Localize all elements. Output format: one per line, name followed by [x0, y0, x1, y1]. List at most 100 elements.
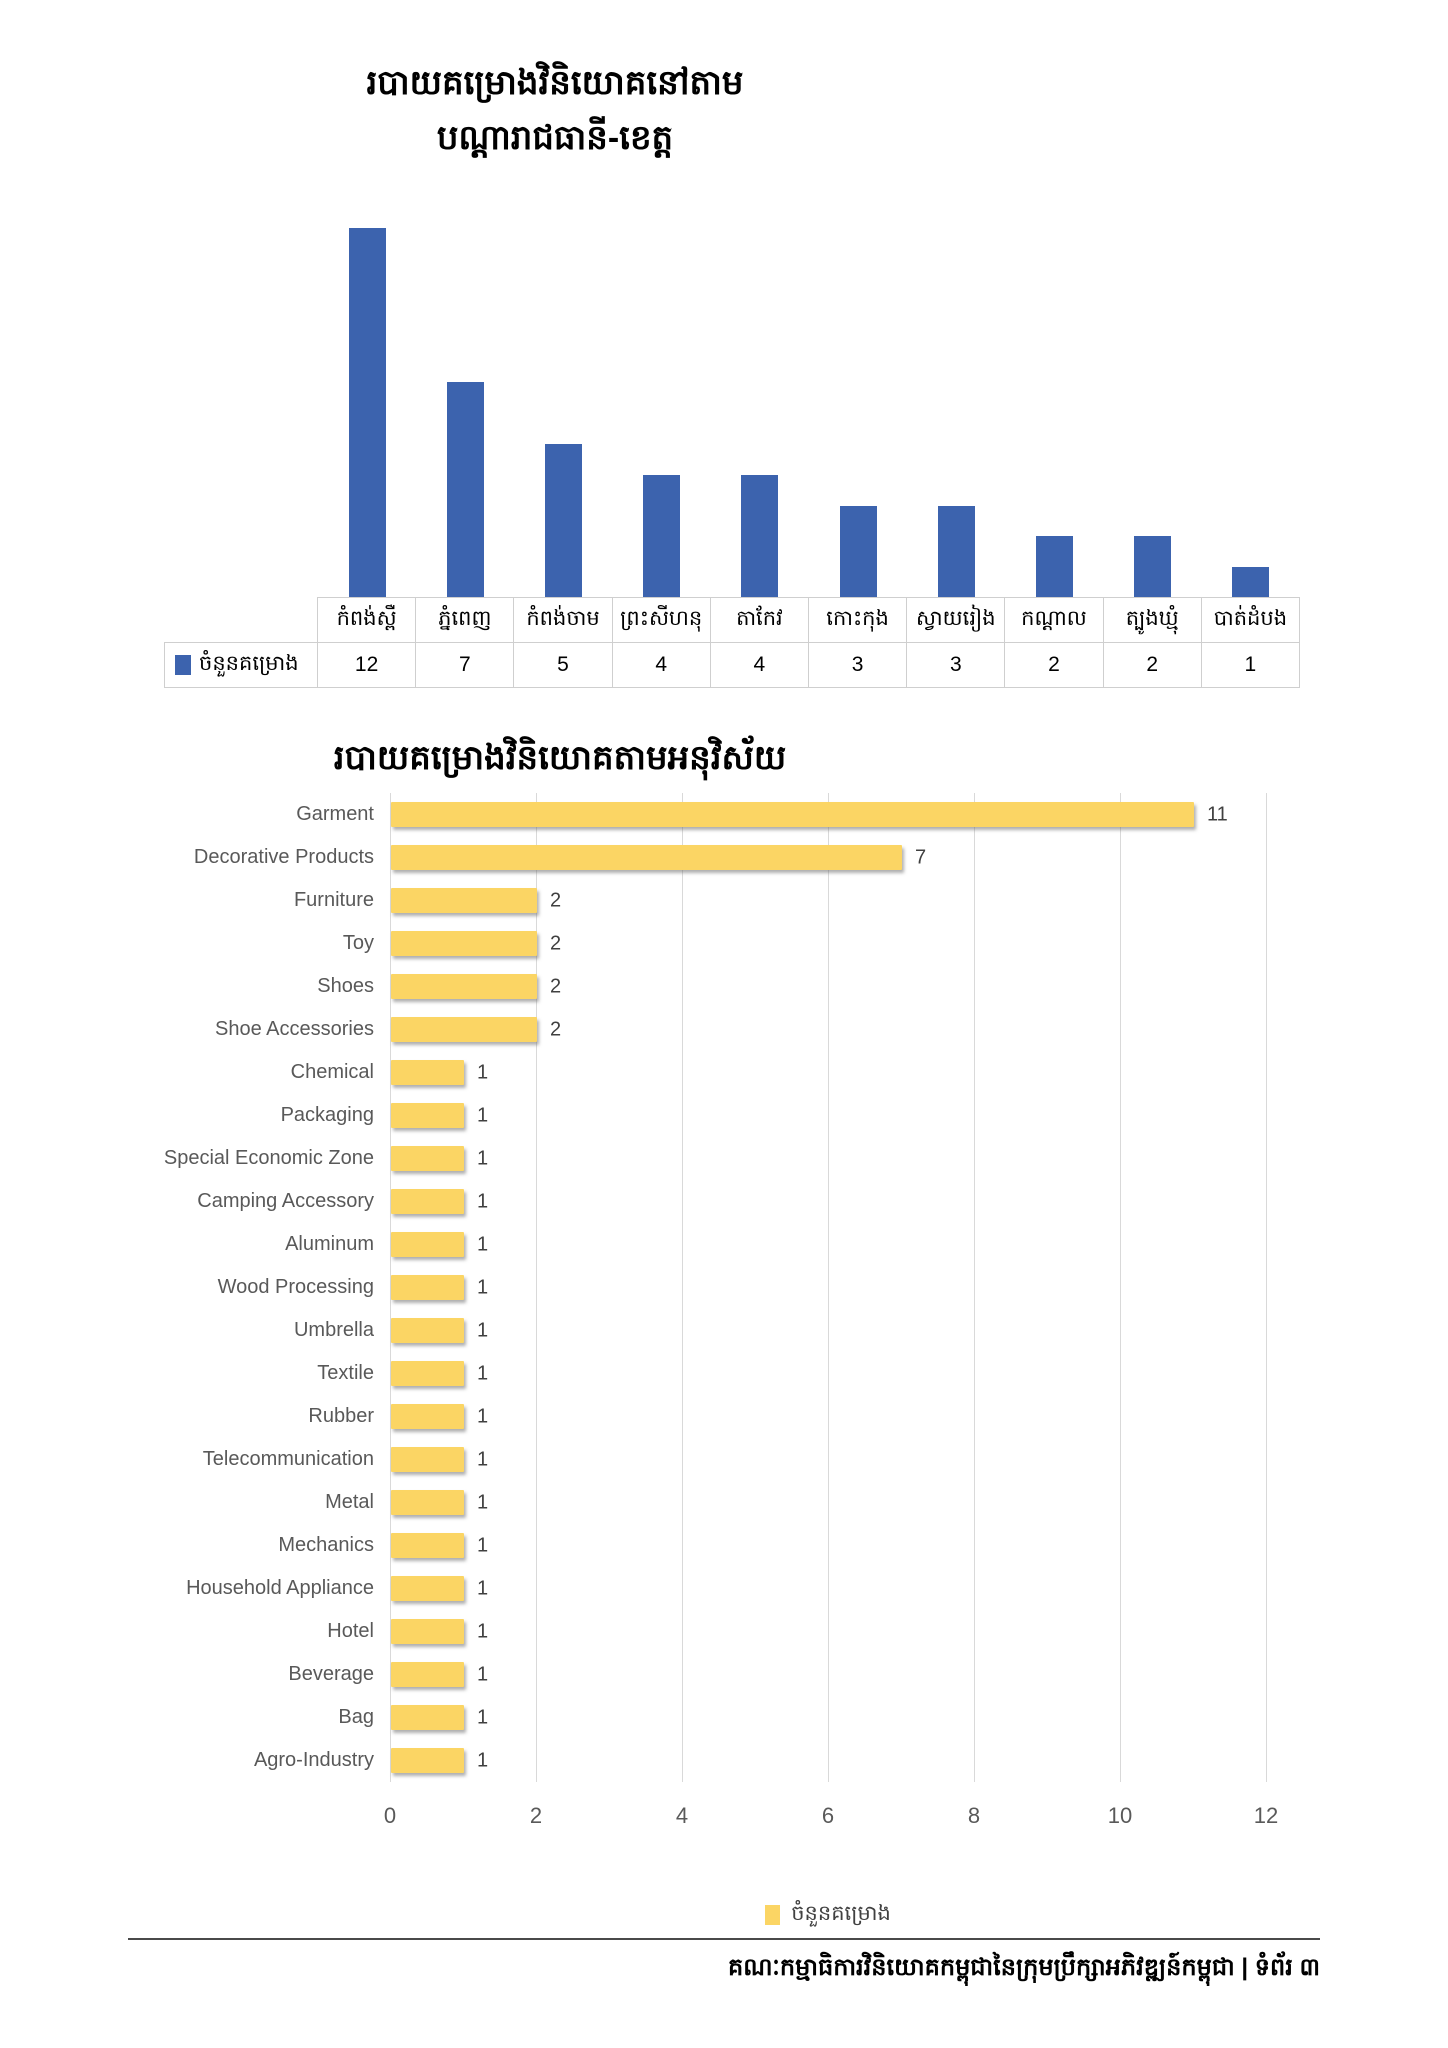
data-label-furniture: 2	[550, 889, 562, 911]
subsector-bar-hotel	[391, 1619, 464, 1644]
footer-text: គណៈកម្មាធិការវិនិយោគកម្ពុជានៃក្រុមប្រឹក្…	[728, 1954, 1320, 1981]
bar-slot	[809, 228, 907, 598]
subsector-row-metal: Metal 1	[130, 1481, 1390, 1524]
province-chart-title-line1: របាយគម្រោងវិនិយោគនៅតាម	[366, 64, 744, 102]
bar-track: 11	[390, 793, 1390, 836]
category-label-mechanics: Mechanics	[278, 1534, 374, 1556]
legend-color-swatch	[175, 655, 191, 675]
gridline-4	[682, 793, 683, 1782]
data-label-chemical: 1	[477, 1061, 489, 1083]
subsector-row-toy: Toy 2	[130, 922, 1390, 965]
data-label-household-appliance: 1	[477, 1577, 489, 1599]
bar-track: 1	[390, 1567, 1390, 1610]
subsector-bar-agro-industry	[391, 1748, 464, 1773]
category-label-household-appliance: Household Appliance	[186, 1577, 374, 1599]
bar-slot	[1005, 228, 1103, 598]
x-axis-tick-6: 6	[821, 1803, 835, 1828]
data-label-toy: 2	[550, 932, 562, 954]
subsector-bar-shoe-accessories	[391, 1017, 537, 1042]
subsector-bar-shoes	[391, 974, 537, 999]
province-bar-2	[446, 382, 484, 598]
province-chart-title: របាយគម្រោងវិនិយោគនៅតាម បណ្តារាជធានី-ខេត្…	[0, 56, 1110, 166]
subsector-row-decorative-products: Decorative Products 7	[130, 836, 1390, 879]
table-value-cell-5: 4	[709, 642, 809, 688]
legend-label: ចំនួនគម្រោង	[199, 651, 299, 675]
table-value-cell-8: 2	[1004, 642, 1104, 688]
subsector-chart-plot: Garment 11 Decorative Products 7 Furniture 2 T…	[130, 793, 1390, 1782]
subsector-chart-gridlines	[390, 793, 1267, 1782]
subsector-bar-wood-processing	[391, 1275, 464, 1300]
bar-track: 1	[390, 1653, 1390, 1696]
bar-track: 1	[390, 1438, 1390, 1481]
province-bar-8	[1035, 536, 1073, 598]
data-label-metal: 1	[477, 1491, 489, 1513]
bar-slot	[1104, 228, 1202, 598]
data-label-agro-industry: 1	[477, 1749, 489, 1771]
footer-divider	[128, 1938, 1320, 1940]
category-label-packaging: Packaging	[280, 1104, 374, 1126]
subsector-row-agro-industry: Agro-Industry 1	[130, 1739, 1390, 1782]
province-chart-title-line2: បណ្តារាជធានី-ខេត្ត	[436, 119, 674, 157]
category-label-wood-processing: Wood Processing	[217, 1276, 374, 1298]
legend-color-swatch	[765, 1905, 781, 1925]
province-bar-5	[741, 474, 779, 598]
province-bar-9	[1134, 536, 1172, 598]
table-value-cell-9: 2	[1102, 642, 1202, 688]
data-label-bag: 1	[477, 1706, 489, 1728]
subsector-bar-furniture	[391, 888, 537, 913]
bar-slot	[907, 228, 1005, 598]
data-label-shoe-accessories: 2	[550, 1018, 562, 1040]
table-value-cell-6: 3	[807, 642, 908, 688]
subsector-chart: Garment 11 Decorative Products 7 Furniture 2 T…	[130, 793, 1390, 1782]
x-axis-tick-12: 12	[1253, 1803, 1279, 1828]
table-header-cell-8: កណ្តាល	[1004, 597, 1104, 643]
subsector-bar-camping-accessory	[391, 1189, 464, 1214]
subsector-bar-special-economic-zone	[391, 1146, 464, 1171]
subsector-bar-umbrella	[391, 1318, 464, 1343]
subsector-row-furniture: Furniture 2	[130, 879, 1390, 922]
province-bar-3	[544, 443, 582, 598]
data-label-umbrella: 1	[477, 1319, 489, 1341]
data-label-shoes: 2	[550, 975, 562, 997]
subsector-row-umbrella: Umbrella 1	[130, 1309, 1390, 1352]
subsector-row-wood-processing: Wood Processing 1	[130, 1266, 1390, 1309]
x-axis-tick-2: 2	[529, 1803, 543, 1828]
table-header-cell-2: ភ្នំពេញ	[415, 597, 515, 643]
bar-track: 2	[390, 879, 1390, 922]
category-label-bag: Bag	[338, 1706, 374, 1728]
x-axis-tick-4: 4	[675, 1803, 689, 1828]
x-axis-tick-10: 10	[1107, 1803, 1133, 1828]
table-header-cell-3: កំពង់ចាម	[513, 597, 613, 643]
table-value-cell-4: 4	[611, 642, 711, 688]
province-bar-7	[937, 505, 975, 598]
gridline-6	[828, 793, 829, 1782]
bar-track: 1	[390, 1137, 1390, 1180]
subsector-row-mechanics: Mechanics 1	[130, 1524, 1390, 1567]
subsector-bar-toy	[391, 931, 537, 956]
subsector-bar-textile	[391, 1361, 464, 1386]
data-label-aluminum: 1	[477, 1233, 489, 1255]
data-label-rubber: 1	[477, 1405, 489, 1427]
bar-track: 1	[390, 1309, 1390, 1352]
subsector-row-packaging: Packaging 1	[130, 1094, 1390, 1137]
table-header-cell-7: ស្វាយរៀង	[906, 597, 1006, 643]
bar-track: 2	[390, 965, 1390, 1008]
table-value-cell-3: 5	[513, 642, 613, 688]
province-bar-4	[643, 474, 681, 598]
table-value-cell-2: 7	[415, 642, 515, 688]
x-axis-tick-8: 8	[967, 1803, 981, 1828]
bar-slot	[613, 228, 711, 598]
bar-slot	[1202, 228, 1300, 598]
subsector-bar-decorative-products	[391, 845, 902, 870]
subsector-row-bag: Bag 1	[130, 1696, 1390, 1739]
province-chart-plot	[165, 228, 1300, 598]
bar-track: 1	[390, 1481, 1390, 1524]
subsector-row-camping-accessory: Camping Accessory 1	[130, 1180, 1390, 1223]
bar-slot	[711, 228, 809, 598]
category-label-umbrella: Umbrella	[293, 1319, 374, 1341]
subsector-bar-aluminum	[391, 1232, 464, 1257]
subsector-bar-household-appliance	[391, 1576, 464, 1601]
data-label-packaging: 1	[477, 1104, 489, 1126]
subsector-chart-title: របាយគម្រោងវិនិយោគតាមអនុវិស័យ	[333, 739, 787, 777]
table-legend-cell: ចំនួនគម្រោង	[164, 642, 318, 688]
